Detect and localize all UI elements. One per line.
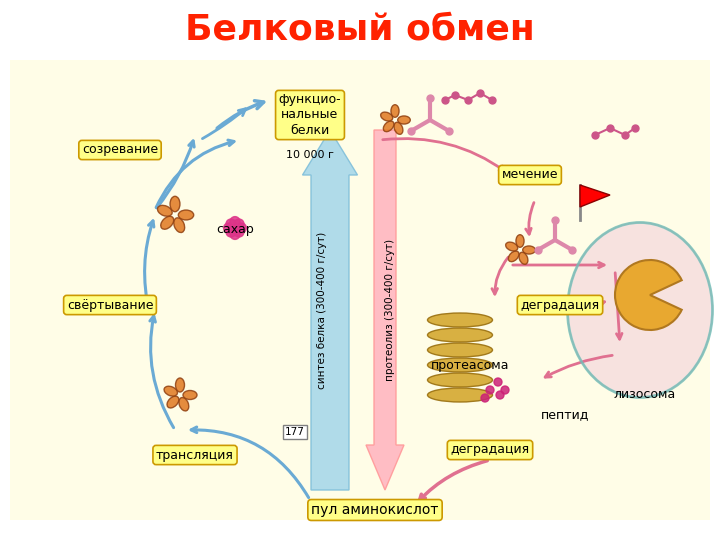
Circle shape xyxy=(226,219,236,229)
Ellipse shape xyxy=(428,343,492,357)
Ellipse shape xyxy=(523,246,535,254)
Circle shape xyxy=(226,227,236,237)
Text: 177: 177 xyxy=(285,427,305,437)
Ellipse shape xyxy=(394,122,403,134)
Polygon shape xyxy=(580,185,610,207)
Text: сахар: сахар xyxy=(216,224,254,237)
Text: свёртывание: свёртывание xyxy=(67,299,153,312)
Text: деградация: деградация xyxy=(521,299,600,312)
Ellipse shape xyxy=(167,396,179,408)
Text: синтез белка (300-400 г/сут): синтез белка (300-400 г/сут) xyxy=(317,231,327,389)
Text: созревание: созревание xyxy=(82,144,158,157)
Text: функцио-
нальные
белки: функцио- нальные белки xyxy=(279,93,341,137)
FancyBboxPatch shape xyxy=(10,60,710,520)
Circle shape xyxy=(230,217,240,227)
Circle shape xyxy=(481,394,489,402)
Ellipse shape xyxy=(176,378,184,392)
Ellipse shape xyxy=(519,252,528,265)
Ellipse shape xyxy=(179,210,194,220)
Circle shape xyxy=(486,386,494,394)
Ellipse shape xyxy=(505,242,518,251)
Ellipse shape xyxy=(397,116,410,124)
Ellipse shape xyxy=(428,328,492,342)
Ellipse shape xyxy=(391,105,399,117)
Ellipse shape xyxy=(161,217,174,230)
Text: мечение: мечение xyxy=(502,168,558,181)
Text: пул аминокислот: пул аминокислот xyxy=(311,503,438,517)
FancyArrow shape xyxy=(302,130,358,490)
Ellipse shape xyxy=(428,313,492,327)
Ellipse shape xyxy=(567,222,713,397)
Text: Белковый обмен: Белковый обмен xyxy=(185,13,535,47)
Ellipse shape xyxy=(508,251,519,262)
Ellipse shape xyxy=(381,112,392,121)
Wedge shape xyxy=(615,260,682,330)
Circle shape xyxy=(501,386,509,394)
Circle shape xyxy=(230,230,240,239)
Circle shape xyxy=(494,378,502,386)
Ellipse shape xyxy=(174,218,184,233)
Text: 10 000 г: 10 000 г xyxy=(286,150,334,160)
Text: пептид: пептид xyxy=(541,408,589,422)
Ellipse shape xyxy=(428,388,492,402)
Ellipse shape xyxy=(428,358,492,372)
Circle shape xyxy=(224,223,233,233)
Circle shape xyxy=(236,223,246,233)
Text: деградация: деградация xyxy=(451,443,530,456)
Ellipse shape xyxy=(383,121,394,132)
Ellipse shape xyxy=(170,197,180,212)
Text: протеолиз (300-400 г/сут): протеолиз (300-400 г/сут) xyxy=(385,239,395,381)
Circle shape xyxy=(234,227,244,237)
Circle shape xyxy=(496,391,504,399)
FancyArrow shape xyxy=(366,130,404,490)
Ellipse shape xyxy=(183,390,197,400)
Ellipse shape xyxy=(158,205,172,216)
Text: протеасома: протеасома xyxy=(431,359,509,372)
Text: лизосома: лизосома xyxy=(614,388,676,402)
Ellipse shape xyxy=(428,373,492,387)
Ellipse shape xyxy=(179,397,189,411)
Ellipse shape xyxy=(164,386,177,396)
Ellipse shape xyxy=(516,235,524,247)
Text: трансляция: трансляция xyxy=(156,449,234,462)
Circle shape xyxy=(234,219,244,229)
